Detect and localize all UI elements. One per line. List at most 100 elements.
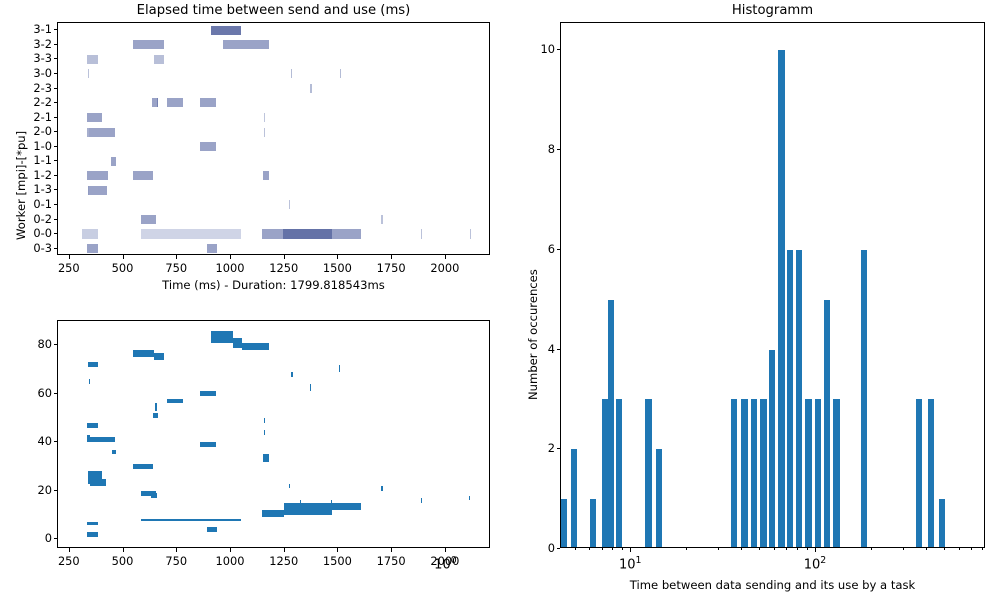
histogram-bar	[938, 499, 945, 547]
scatter-x-tick-label: 1500	[322, 554, 352, 568]
histogram-bar	[786, 249, 793, 547]
histogram-bar	[656, 449, 663, 547]
histogram-bar	[561, 499, 567, 547]
gantt-y-tick-mark	[53, 233, 57, 235]
histogram-x-tick-mark	[741, 548, 743, 551]
scatter-segment	[141, 519, 242, 521]
gantt-bar	[264, 127, 266, 137]
scatter-x-tick-mark	[283, 548, 285, 552]
gantt-y-tick-label: 2-0	[33, 124, 52, 139]
gantt-bar	[88, 185, 107, 195]
gantt-bar	[87, 244, 98, 254]
histogram-y-tick-mark	[556, 149, 560, 151]
histogram-bar	[815, 399, 822, 547]
scatter-segment	[87, 522, 99, 525]
scatter-segment	[153, 413, 158, 418]
gantt-bar	[151, 98, 158, 108]
gantt-y-tick-mark	[53, 247, 57, 249]
scatter-y-tick-mark	[53, 441, 57, 443]
gantt-bar	[87, 54, 99, 64]
histogram-y-tick-label: 0	[547, 541, 555, 555]
gantt-y-tick-label: 0-2	[33, 211, 52, 226]
scatter-x-tick-mark	[444, 548, 446, 552]
scatter-y-tick-mark	[53, 344, 57, 346]
gantt-bar	[291, 69, 293, 79]
scatter-segment	[87, 422, 99, 428]
gantt-bar	[282, 229, 332, 239]
histogram-y-tick-label: 6	[547, 241, 555, 256]
gantt-x-tick-label: 1250	[269, 261, 299, 275]
histogram-x-tick-mark	[612, 548, 614, 551]
histogram-x-tick-mark	[815, 548, 816, 552]
gantt-bar	[110, 156, 116, 166]
histogram-x-tick-mark	[870, 548, 872, 551]
histogram-y-tick-mark	[556, 448, 560, 450]
scatter-segment	[263, 418, 265, 423]
histogram-bar	[645, 399, 652, 547]
gantt-bar	[141, 229, 242, 239]
gantt-bar	[331, 229, 361, 239]
scatter-x-tick-label: 1250	[269, 554, 299, 568]
gantt-title: Elapsed time between send and use (ms)	[136, 3, 411, 18]
scatter-segment	[133, 350, 154, 358]
scatter-y-tick-label: 20	[37, 482, 53, 497]
histogram-y-tick-mark	[556, 348, 560, 350]
scatter-x-tick-label: 750	[165, 554, 188, 568]
gantt-bar	[82, 229, 99, 239]
scatter-segment	[200, 442, 216, 448]
gantt-bar	[133, 171, 154, 181]
gantt-x-tick-mark	[229, 255, 231, 259]
scatter-x-tick-label: 2000	[430, 554, 460, 568]
gantt-x-tick-mark	[337, 255, 339, 259]
scatter-x-tick-label: 500	[111, 554, 134, 568]
scatter-x-tick-label: 1000	[215, 554, 245, 568]
gantt-bar	[261, 229, 283, 239]
histogram-x-tick-mark	[630, 548, 632, 552]
histogram-x-tick-mark	[903, 548, 905, 551]
scatter-x-tick-mark	[391, 548, 393, 552]
gantt-bar	[88, 69, 90, 79]
histogram-x-tick-mark	[574, 548, 576, 551]
histogram-bar	[750, 399, 757, 547]
gantt-bar	[207, 244, 217, 254]
histogram-bar	[833, 399, 840, 547]
gantt-bar	[223, 40, 269, 50]
histogram-x-tick-mark	[786, 548, 788, 551]
scatter-segment	[87, 435, 91, 443]
gantt-y-tick-mark	[53, 218, 57, 220]
scatter-segment	[241, 342, 269, 351]
histogram-x-tick-mark	[759, 548, 761, 551]
gantt-y-tick-label: 1-3	[33, 182, 52, 197]
scatter-y-tick-mark	[53, 392, 57, 394]
gantt-x-tick-mark	[122, 255, 124, 259]
gantt-y-tick-mark	[53, 160, 57, 162]
gantt-y-tick-label: 3-1	[33, 22, 52, 37]
gantt-y-tick-label: 3-3	[33, 51, 52, 66]
gantt-y-tick-label: 0-1	[33, 197, 52, 212]
scatter-segment	[111, 449, 116, 455]
gantt-y-tick-mark	[53, 131, 57, 133]
histogram-x-tick-label: 102	[803, 555, 827, 573]
gantt-y-tick-mark	[53, 72, 57, 74]
histogram-bar	[589, 499, 596, 547]
gantt-y-tick-mark	[53, 189, 57, 191]
scatter-segment	[154, 403, 158, 411]
gantt-x-tick-label: 750	[165, 261, 188, 275]
gantt-bar	[288, 200, 290, 210]
scatter-segment	[199, 391, 216, 397]
gantt-bar	[310, 83, 312, 93]
histogram-x-tick-mark	[971, 548, 973, 551]
scatter-segment	[166, 398, 183, 404]
scatter-segment	[88, 379, 91, 385]
gantt-x-tick-label: 250	[57, 261, 80, 275]
histogram-bar	[608, 299, 615, 547]
scatter-y-tick-mark	[53, 538, 57, 540]
scatter-segment	[88, 362, 99, 368]
gantt-x-tick-mark	[68, 255, 70, 259]
histogram-x-tick-label: 100	[434, 555, 457, 573]
histogram-bar	[616, 399, 623, 547]
gantt-y-tick-label: 1-0	[33, 138, 52, 153]
histogram-x-tick-mark	[981, 548, 983, 551]
gantt-x-tick-label: 500	[111, 261, 134, 275]
scatter-segment	[283, 502, 332, 516]
